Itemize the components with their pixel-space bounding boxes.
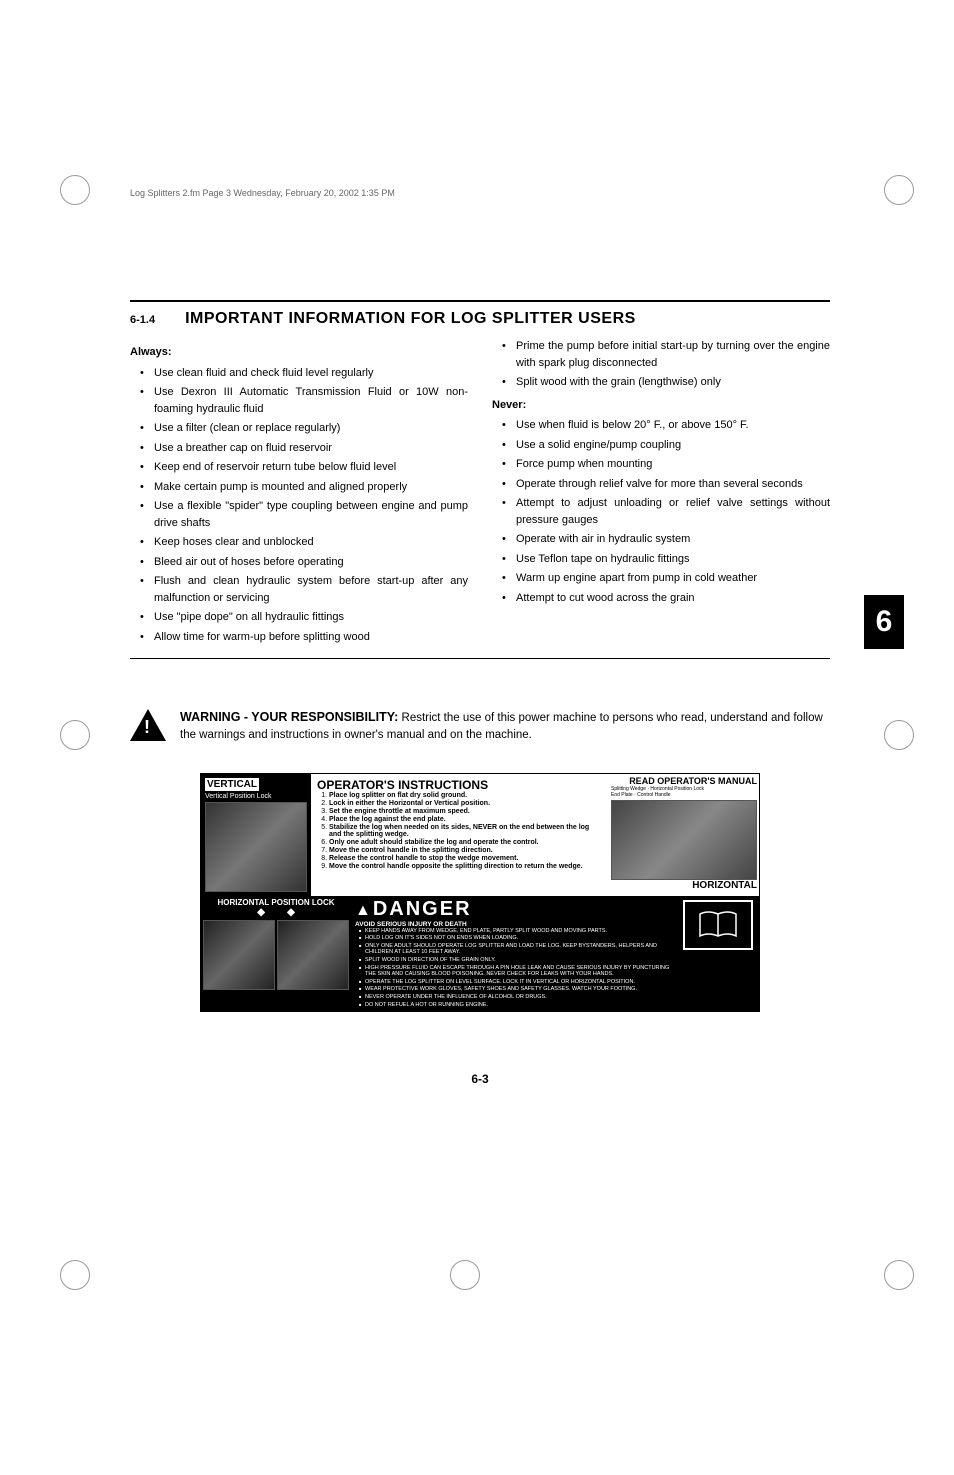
list-item: Move the control handle opposite the spl…	[329, 863, 603, 870]
vertical-sub: Vertical Position Lock	[205, 793, 307, 800]
danger-panel: ▲DANGER AVOID SERIOUS INJURY OR DEATH KE…	[351, 896, 679, 1012]
list-item: Keep end of reservoir return tube below …	[144, 459, 468, 476]
vertical-splitter-image	[205, 802, 307, 892]
list-item: Operate through relief valve for more th…	[506, 476, 830, 493]
warning-icon: !	[130, 709, 166, 741]
list-item: Move the control handle in the splitting…	[329, 847, 603, 854]
list-item: Attempt to cut wood across the grain	[506, 590, 830, 607]
right-column: Prime the pump before initial start-up b…	[492, 338, 830, 648]
label-top-row: VERTICAL Vertical Position Lock OPERATOR…	[201, 774, 759, 896]
left-column: Always: Use clean fluid and check fluid …	[130, 338, 468, 648]
list-item: Split wood with the grain (lengthwise) o…	[506, 374, 830, 391]
crop-mark-icon	[60, 1260, 100, 1300]
crop-mark-icon	[884, 720, 924, 760]
operator-title: OPERATOR'S INSTRUCTIONS	[317, 778, 603, 792]
list-item: Use a solid engine/pump coupling	[506, 437, 830, 454]
open-book-icon	[683, 900, 753, 950]
list-item: Prime the pump before initial start-up b…	[506, 338, 830, 371]
vertical-panel: VERTICAL Vertical Position Lock	[201, 774, 311, 896]
list-item: HIGH PRESSURE FLUID CAN ESCAPE THROUGH A…	[359, 965, 675, 978]
chapter-tab: 6	[864, 595, 904, 649]
horizontal-label: HORIZONTAL	[611, 880, 757, 891]
danger-title: ▲DANGER	[355, 898, 675, 921]
danger-list: KEEP HANDS AWAY FROM WEDGE, END PLATE, P…	[355, 928, 675, 1009]
safety-label: VERTICAL Vertical Position Lock OPERATOR…	[200, 773, 760, 1013]
list-item: Bleed air out of hoses before operating	[144, 554, 468, 571]
section-title: IMPORTANT INFORMATION FOR LOG SPLITTER U…	[185, 310, 636, 328]
list-item: WEAR PROTECTIVE WORK GLOVES, SAFETY SHOE…	[359, 986, 675, 993]
read-manual-panel: READ OPERATOR'S MANUAL Splitting Wedge ·…	[609, 774, 759, 896]
list-item: Set the engine throttle at maximum speed…	[329, 808, 603, 815]
list-item: SPLIT WOOD IN DIRECTION OF THE GRAIN ONL…	[359, 957, 675, 964]
lock-image	[277, 920, 349, 990]
diagram-labels: Splitting Wedge · Horizontal Position Lo…	[611, 786, 757, 798]
manual-icon-panel	[679, 896, 759, 1012]
never-heading: Never:	[492, 397, 830, 414]
list-item: Use clean fluid and check fluid level re…	[144, 365, 468, 382]
list-item: Make certain pump is mounted and aligned…	[144, 479, 468, 496]
danger-subtitle: AVOID SERIOUS INJURY OR DEATH	[355, 921, 675, 928]
danger-triangle-icon: ▲	[355, 902, 373, 919]
rule-top	[130, 300, 830, 302]
list-item: OPERATE THE LOG SPLITTER ON LEVEL SURFAC…	[359, 979, 675, 986]
rule-mid	[130, 658, 830, 659]
crop-mark-icon	[884, 1260, 924, 1300]
list-item: NEVER OPERATE UNDER THE INFLUENCE OF ALC…	[359, 994, 675, 1001]
operator-instructions: OPERATOR'S INSTRUCTIONS Place log splitt…	[311, 774, 609, 896]
warning-block: ! WARNING - YOUR RESPONSIBILITY: Restric…	[130, 709, 830, 743]
list-item: DO NOT REFUEL A HOT OR RUNNING ENGINE.	[359, 1002, 675, 1009]
crop-mark-icon	[60, 175, 100, 215]
list-item: HOLD LOG ON IT'S SIDES NOT ON ENDS WHEN …	[359, 935, 675, 942]
never-list: Use when fluid is below 20° F., or above…	[492, 417, 830, 606]
list-item: ONLY ONE ADULT SHOULD OPERATE LOG SPLITT…	[359, 943, 675, 956]
page-number: 6-3	[130, 1072, 830, 1086]
operator-steps: Place log splitter on flat dry solid gro…	[317, 792, 603, 870]
horizontal-lock-panel: HORIZONTAL POSITION LOCK ◆ ◆	[201, 896, 351, 1012]
list-item: Place the log against the end plate.	[329, 816, 603, 823]
list-item: Attempt to adjust unloading or relief va…	[506, 495, 830, 528]
warning-text: WARNING - YOUR RESPONSIBILITY: Restrict …	[180, 709, 830, 743]
section-header: 6-1.4 IMPORTANT INFORMATION FOR LOG SPLI…	[130, 310, 830, 328]
list-item: Use a filter (clean or replace regularly…	[144, 420, 468, 437]
horizontal-splitter-image	[611, 800, 757, 880]
page-content: 6-1.4 IMPORTANT INFORMATION FOR LOG SPLI…	[130, 300, 830, 1086]
list-item: Stabilize the log when needed on its sid…	[329, 824, 603, 838]
list-item: Use a flexible "spider" type coupling be…	[144, 498, 468, 531]
print-header: Log Splitters 2.fm Page 3 Wednesday, Feb…	[130, 188, 395, 198]
list-item: Use a breather cap on fluid reservoir	[144, 440, 468, 457]
hlock-title: HORIZONTAL POSITION LOCK	[203, 898, 349, 907]
list-item: Operate with air in hydraulic system	[506, 531, 830, 548]
read-manual-title: READ OPERATOR'S MANUAL	[611, 776, 757, 786]
always-list: Use clean fluid and check fluid level re…	[130, 365, 468, 646]
warning-bold: WARNING - YOUR RESPONSIBILITY:	[180, 710, 398, 724]
list-item: Only one adult should stabilize the log …	[329, 839, 603, 846]
crop-mark-icon	[60, 720, 100, 760]
list-item: Use "pipe dope" on all hydraulic fitting…	[144, 609, 468, 626]
lock-image	[203, 920, 275, 990]
label-bottom-row: HORIZONTAL POSITION LOCK ◆ ◆ ▲DANGER AVO…	[201, 896, 759, 1012]
list-item: Force pump when mounting	[506, 456, 830, 473]
always-list-cont: Prime the pump before initial start-up b…	[492, 338, 830, 391]
list-item: Release the control handle to stop the w…	[329, 855, 603, 862]
list-item: Flush and clean hydraulic system before …	[144, 573, 468, 606]
always-heading: Always:	[130, 344, 468, 361]
list-item: Lock in either the Horizontal or Vertica…	[329, 800, 603, 807]
list-item: Keep hoses clear and unblocked	[144, 534, 468, 551]
list-item: Place log splitter on flat dry solid gro…	[329, 792, 603, 799]
list-item: Use Dexron III Automatic Transmission Fl…	[144, 384, 468, 417]
list-item: Use Teflon tape on hydraulic fittings	[506, 551, 830, 568]
list-item: Use when fluid is below 20° F., or above…	[506, 417, 830, 434]
section-number: 6-1.4	[130, 314, 155, 326]
two-column-body: Always: Use clean fluid and check fluid …	[130, 338, 830, 648]
crop-mark-icon	[884, 175, 924, 215]
crop-mark-icon	[450, 1260, 490, 1300]
list-item: Warm up engine apart from pump in cold w…	[506, 570, 830, 587]
list-item: KEEP HANDS AWAY FROM WEDGE, END PLATE, P…	[359, 928, 675, 935]
list-item: Allow time for warm-up before splitting …	[144, 629, 468, 646]
vertical-title: VERTICAL	[205, 778, 259, 791]
